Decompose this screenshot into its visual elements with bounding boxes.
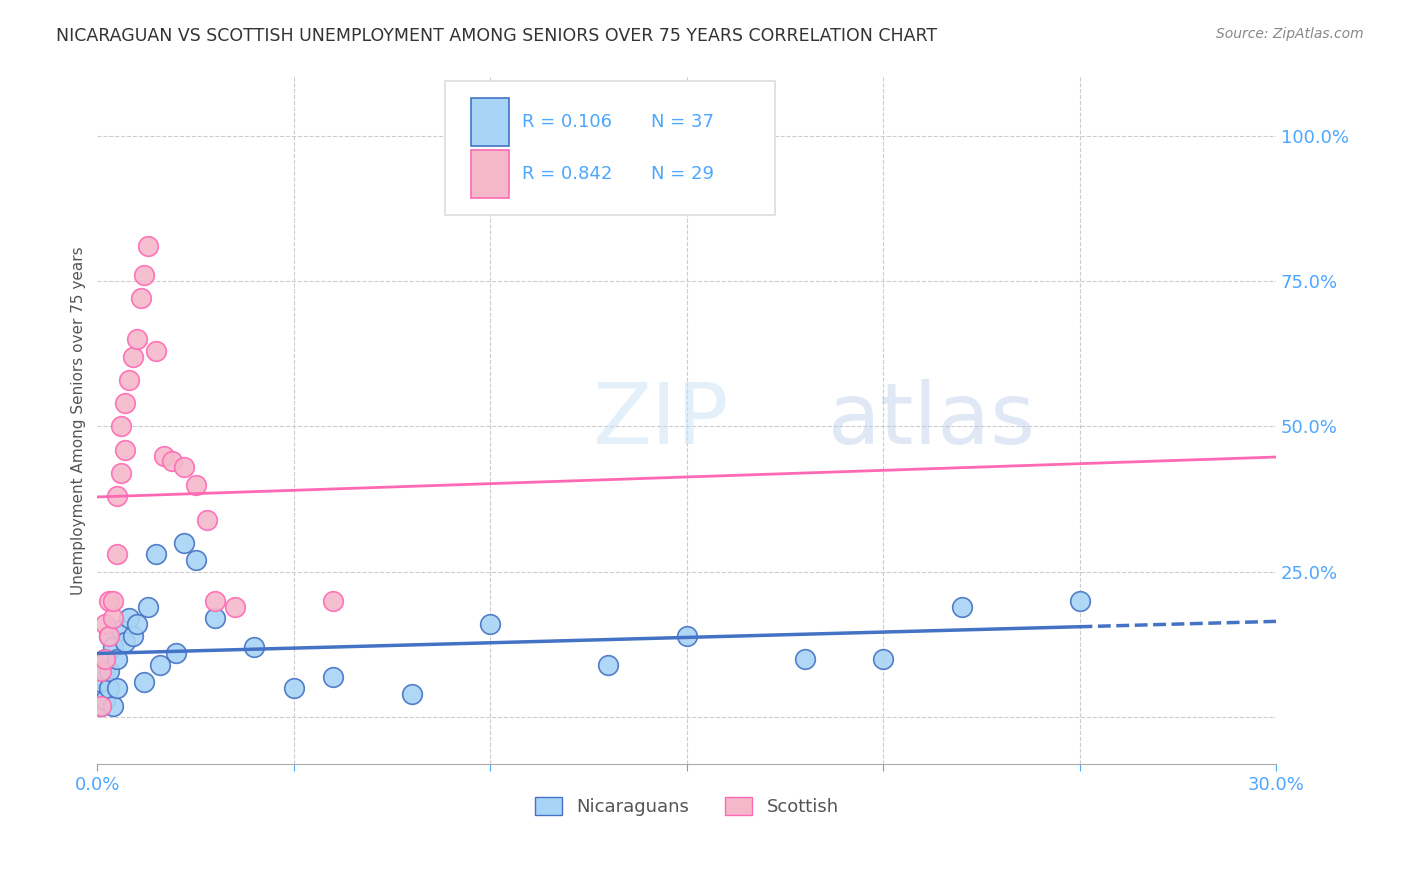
Point [596,657,619,672]
Point [110,419,132,434]
Point [94,693,117,707]
Point [101,611,124,625]
Point [105,652,128,666]
Point [184,553,207,567]
Point [90,664,112,678]
Point [94,652,117,666]
Bar [471,150,509,197]
Point [90,698,112,713]
Point [479,617,502,632]
Point [129,292,152,306]
Point [134,268,156,283]
FancyBboxPatch shape [446,81,775,215]
Point [950,599,973,614]
Point [101,594,124,608]
Y-axis label: Unemployment Among Seniors over 75 years: Unemployment Among Seniors over 75 years [72,246,86,595]
Point [145,548,167,562]
Point [105,681,128,696]
Point [138,599,160,614]
Point [138,239,160,253]
Point [160,454,183,468]
Point [90,687,112,701]
Point [224,599,246,614]
Point [94,652,117,666]
Point [121,629,143,643]
Point [793,652,815,666]
Point [118,373,141,387]
Point [134,675,156,690]
Text: N = 29: N = 29 [651,164,714,183]
Point [121,350,143,364]
Point [145,343,167,358]
Point [125,617,148,632]
Point [243,640,266,655]
Point [101,640,124,655]
Point [98,664,121,678]
Point [118,611,141,625]
Point [872,652,894,666]
Point [184,477,207,491]
Point [114,442,136,457]
Point [90,698,112,713]
Text: atlas: atlas [828,379,1036,462]
Point [94,664,117,678]
Bar [471,98,509,146]
Point [401,687,423,701]
Legend: Nicaraguans, Scottish: Nicaraguans, Scottish [527,789,846,823]
Text: R = 0.842: R = 0.842 [522,164,612,183]
Point [94,617,117,632]
Text: ZIP: ZIP [592,379,728,462]
Point [98,629,121,643]
Point [322,669,344,683]
Point [114,396,136,410]
Point [165,646,187,660]
Point [173,460,195,475]
Point [105,548,128,562]
Text: N = 37: N = 37 [651,113,714,131]
Point [110,466,132,480]
Point [98,594,121,608]
Point [195,512,218,526]
Point [90,675,112,690]
Point [110,623,132,637]
Point [153,449,176,463]
Point [105,489,128,503]
Point [1069,594,1091,608]
Point [149,657,172,672]
Point [114,634,136,648]
Point [101,698,124,713]
Point [204,611,226,625]
Text: R = 0.106: R = 0.106 [522,113,612,131]
Point [283,681,305,696]
Point [173,536,195,550]
Point [204,594,226,608]
Point [125,332,148,346]
Point [322,594,344,608]
Point [98,681,121,696]
Point [98,629,121,643]
Point [675,629,697,643]
Text: NICARAGUAN VS SCOTTISH UNEMPLOYMENT AMONG SENIORS OVER 75 YEARS CORRELATION CHAR: NICARAGUAN VS SCOTTISH UNEMPLOYMENT AMON… [56,27,938,45]
Text: Source: ZipAtlas.com: Source: ZipAtlas.com [1216,27,1364,41]
